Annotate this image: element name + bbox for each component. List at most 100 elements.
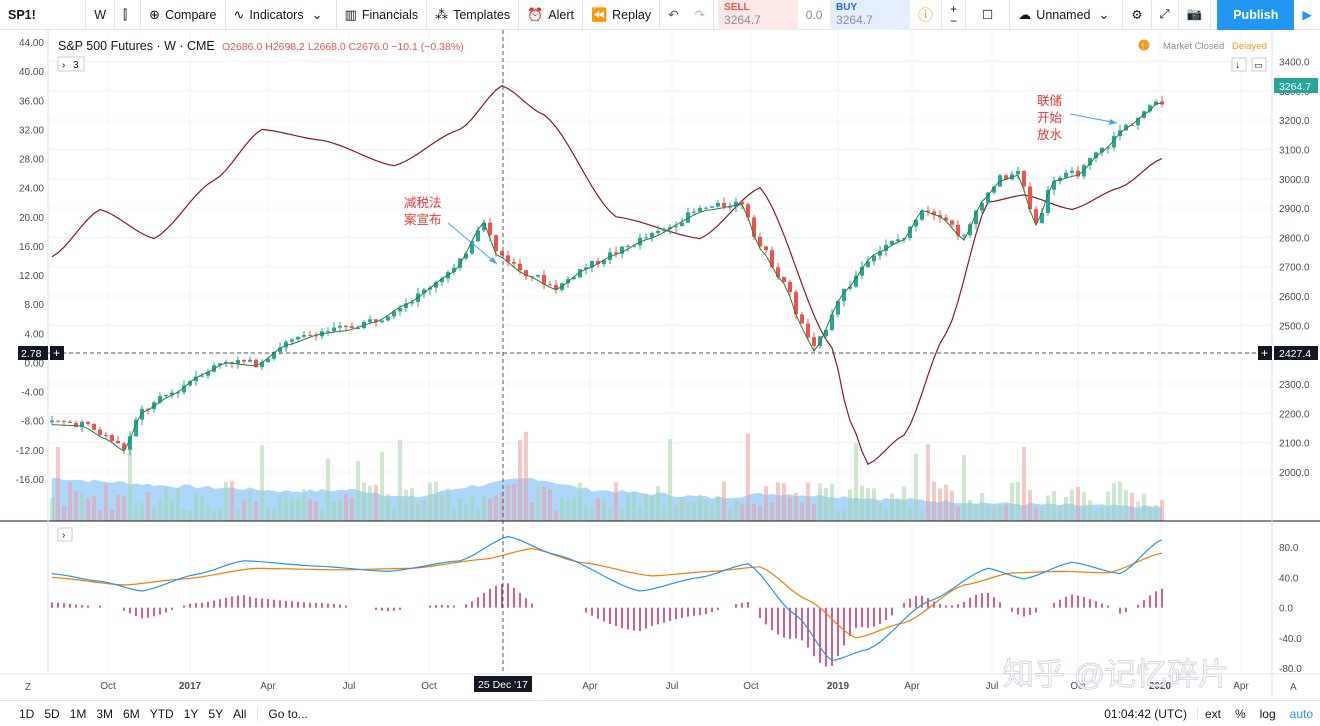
range-button-5d[interactable]: 5D	[44, 706, 60, 721]
volume-bar	[638, 506, 642, 521]
macd-legend-toggle[interactable]	[57, 527, 73, 542]
zoom-icon[interactable]: Z	[25, 682, 31, 693]
candle-body	[464, 253, 468, 259]
crosshair-add-button[interactable]	[50, 346, 64, 360]
series-title[interactable]: S&P 500 Futures · W · CME	[58, 39, 215, 53]
auto-scale-toggle[interactable]: auto	[1289, 706, 1313, 721]
range-button-all[interactable]: All	[233, 706, 247, 721]
sell-button[interactable]: SELL 3264.7	[718, 0, 799, 30]
snapshot-button[interactable]: 📷	[1179, 0, 1212, 30]
info-button[interactable]: ⓘ	[910, 0, 943, 30]
candle-body	[740, 201, 744, 205]
templates-button[interactable]: ⁂ Templates	[427, 0, 520, 30]
time-tick-label: Oct	[100, 681, 116, 692]
candle-body	[266, 358, 270, 363]
time-tick-label: Jul	[666, 681, 679, 692]
undo-button[interactable]: ↶	[660, 0, 686, 30]
volume-bar	[848, 489, 852, 521]
candle-body	[752, 217, 756, 237]
volume-bar	[314, 501, 318, 521]
utc-clock[interactable]: 01:04:42 (UTC)	[1094, 706, 1198, 721]
publish-button[interactable]: Publish	[1217, 0, 1295, 30]
volume-bar	[326, 458, 330, 521]
macd-axis[interactable]: 80.0 40.0 0.0 -40.0 -80.0	[1279, 543, 1302, 675]
left-oscillator-axis[interactable]: 44.00 40.00 36.00 32.00 28.00 24.00 20.00 16.00…	[16, 38, 45, 486]
candle-body	[500, 251, 504, 256]
goto-button[interactable]: Go to...	[257, 706, 308, 721]
fullscreen-button[interactable]: ⤢	[1152, 0, 1179, 30]
volume-bar	[680, 496, 684, 521]
volume-bar	[956, 506, 960, 521]
arrow-head-icon	[489, 257, 497, 264]
interval-selector[interactable]: W	[86, 0, 115, 30]
range-button-1m[interactable]: 1M	[69, 706, 87, 721]
legend-collapse-toggle[interactable]	[57, 56, 85, 72]
maximize-pane-button[interactable]	[1251, 57, 1267, 72]
crosshair-right-value: 2427.4	[1279, 348, 1311, 360]
candle-body	[290, 339, 294, 342]
time-axis[interactable]: Oct 2017 Apr Jul Oct Apr Jul Oct 2019 Apr Jul Oct 20…	[100, 681, 1249, 692]
macd-tick-label: 80.0	[1279, 543, 1299, 554]
range-button-6m[interactable]: 6M	[123, 706, 140, 721]
candle-body	[332, 327, 336, 332]
fullscreen-box-button[interactable]: ☐	[966, 0, 1011, 30]
volume-bar	[368, 485, 372, 521]
candle-body	[188, 381, 192, 386]
volume-bar	[692, 502, 696, 521]
play-button[interactable]: ▶	[1294, 0, 1320, 30]
volume-bar	[1028, 490, 1032, 521]
candle-body	[1136, 117, 1140, 126]
candle-body	[122, 443, 126, 450]
time-tick-label: Apr	[582, 681, 598, 692]
symbol-search[interactable]: SP1!	[0, 0, 87, 30]
zoom-buttons[interactable]: + −	[942, 0, 967, 30]
volume-bar	[980, 493, 984, 521]
volume-bar	[926, 444, 930, 521]
annotation-fed-line1[interactable]: 联储	[1037, 93, 1062, 108]
candle-body	[98, 429, 102, 435]
candle-body	[698, 208, 702, 212]
candle-body	[398, 308, 402, 312]
annotation-fed-line2[interactable]: 开始	[1037, 111, 1063, 125]
log-scale-toggle[interactable]: log	[1259, 706, 1276, 721]
volume-bar	[650, 494, 654, 521]
volume-bar	[392, 508, 396, 521]
percent-scale-toggle[interactable]: %	[1234, 706, 1246, 721]
candle-body	[1112, 135, 1116, 148]
volume-bar	[428, 482, 432, 521]
crosshair-add-button-right[interactable]	[1258, 346, 1272, 360]
candle-body	[404, 303, 408, 309]
settings-button[interactable]: ⚙	[1123, 0, 1152, 30]
candle-body	[80, 421, 84, 427]
volume-bar	[176, 488, 180, 521]
chart-canvas[interactable]: 44.00 40.00 36.00 32.00 28.00 24.00 20.00 16.00…	[0, 30, 1320, 696]
scroll-down-button[interactable]	[1231, 57, 1247, 72]
range-button-3m[interactable]: 3M	[96, 706, 114, 721]
volume-bar	[710, 504, 714, 521]
alarm-icon: ⏰	[527, 6, 544, 22]
annotation-tax-line2[interactable]: 案宣布	[404, 212, 442, 227]
financials-button[interactable]: ▥ Financials	[337, 0, 428, 30]
annotation-tax-line1[interactable]: 减税法	[404, 196, 442, 210]
auto-scale-icon[interactable]: A	[1290, 682, 1297, 693]
chart-type-button[interactable]: ⫿	[115, 0, 142, 30]
warning-icon[interactable]	[1138, 39, 1150, 51]
candle-body	[704, 207, 708, 209]
alert-button[interactable]: ⏰ Alert	[519, 0, 583, 30]
range-button-1y[interactable]: 1Y	[183, 706, 199, 721]
right-price-axis[interactable]: 3400.03300.03200.03100.03000.02900.02800…	[1279, 57, 1310, 479]
range-button-5y[interactable]: 5Y	[208, 706, 224, 721]
volume-bar	[386, 494, 390, 521]
macd-tick-label: -40.0	[1279, 634, 1302, 645]
range-button-ytd[interactable]: YTD	[149, 706, 174, 721]
compare-button[interactable]: ⊕ Compare	[141, 0, 226, 30]
indicators-button[interactable]: ∿ Indicators ⌄	[226, 0, 337, 30]
buy-button[interactable]: BUY 3264.7	[830, 0, 911, 30]
layout-menu[interactable]: ☁ Unnamed ⌄	[1010, 0, 1124, 30]
extended-hours-toggle[interactable]: ext	[1204, 706, 1221, 721]
redo-button[interactable]: ↷	[687, 0, 715, 30]
volume-bar	[434, 481, 438, 521]
range-button-1d[interactable]: 1D	[19, 706, 35, 721]
annotation-fed-line3[interactable]: 放水	[1037, 127, 1063, 142]
replay-button[interactable]: ⏪ Replay	[583, 0, 661, 30]
